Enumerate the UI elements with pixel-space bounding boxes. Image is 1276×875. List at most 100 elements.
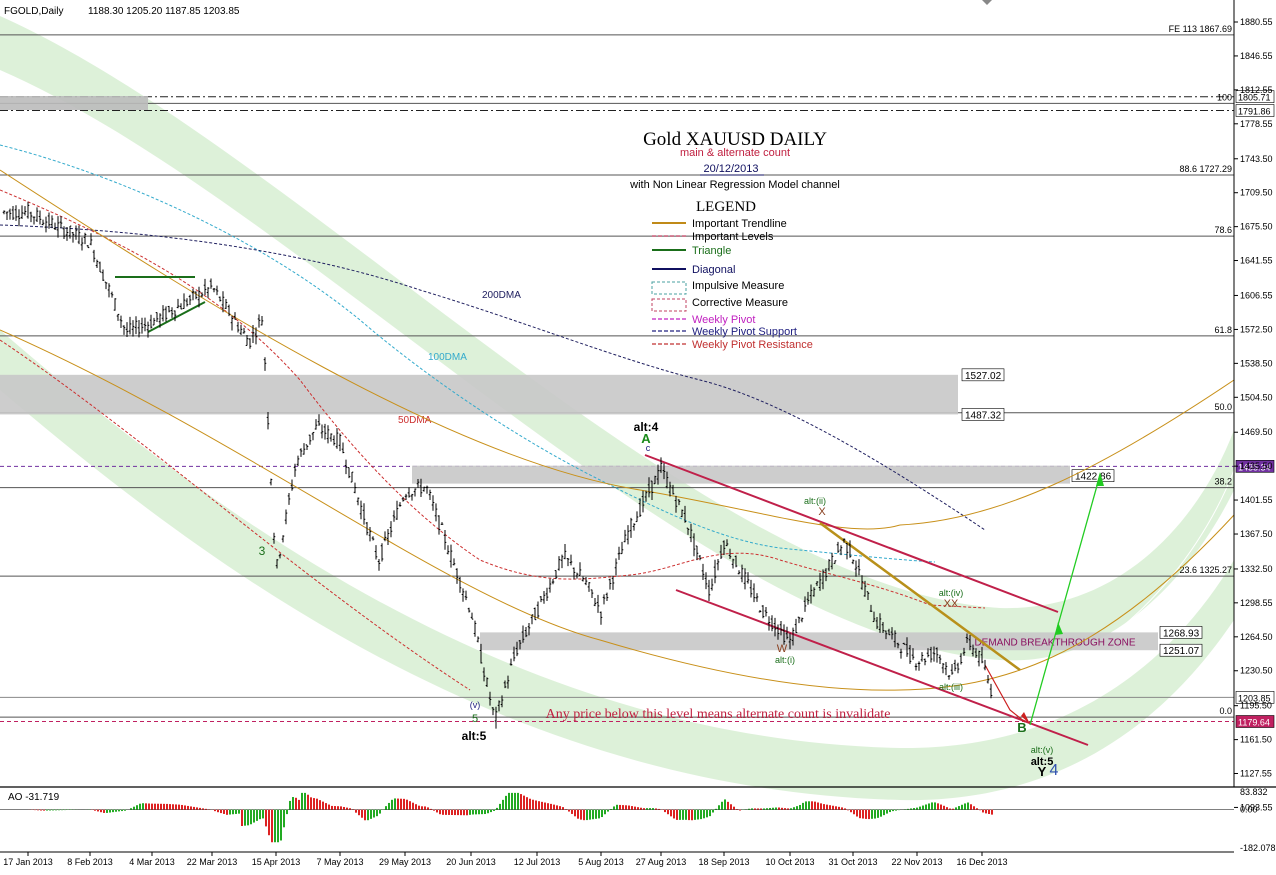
- y-tick-label: 1572.50: [1240, 324, 1273, 334]
- y-tick-label: 1538.50: [1240, 358, 1273, 368]
- ao-tick-label: 0.00: [1240, 805, 1258, 815]
- y-tick-label: 1093.55: [1240, 802, 1273, 812]
- y-tick-label: 1504.50: [1240, 392, 1273, 402]
- legend-label: Corrective Measure: [692, 297, 788, 309]
- y-tick-label: 1401.55: [1240, 495, 1273, 505]
- level-label: 1435.34: [1238, 462, 1271, 472]
- x-tick-label: 5 Aug 2013: [578, 857, 624, 867]
- x-tick-label: 10 Oct 2013: [765, 857, 814, 867]
- zone-bottom-box: [1159, 643, 1203, 657]
- wave-label: alt:(i): [775, 655, 795, 665]
- channel-upper: [644, 454, 1059, 613]
- x-tick-label: 17 Jan 2013: [3, 857, 53, 867]
- y-tick-label: 1264.50: [1240, 632, 1273, 642]
- triangle-line: [147, 301, 206, 333]
- y-tick-label: 1298.55: [1240, 598, 1273, 608]
- wave-label: alt:4: [634, 420, 659, 434]
- zone-top-box: [961, 368, 1005, 382]
- ma-label: 50DMA: [398, 415, 432, 426]
- ma-label: 100DMA: [428, 352, 467, 363]
- level-label: 50.0: [1214, 402, 1232, 412]
- regression-band-midline: [0, 159, 1235, 691]
- wave-label: 4: [1050, 762, 1059, 779]
- wave-label: 3: [259, 544, 266, 558]
- projection-down-arrowhead: [1021, 712, 1030, 724]
- y-tick-label: 1367.50: [1240, 529, 1273, 539]
- projection-up-arrow: [1057, 474, 1101, 626]
- legend-title: LEGEND: [696, 199, 756, 215]
- wave-label: (v): [470, 700, 481, 710]
- legend-swatch: [651, 281, 687, 295]
- ohlc-label: 1188.30 1205.20 1187.85 1203.85: [88, 6, 240, 17]
- projection-up-arrowhead: [1055, 622, 1063, 635]
- y-tick-label: 1880.55: [1240, 17, 1273, 27]
- regression-band-upper: [0, 16, 1234, 661]
- important-trendline: [0, 169, 901, 530]
- wave-label: c: [646, 443, 651, 453]
- zone-rect: [412, 465, 1070, 484]
- zone-top-label: 1268.93: [1163, 628, 1200, 639]
- x-tick-label: 27 Aug 2013: [636, 857, 687, 867]
- y-tick-label: 1161.50: [1240, 735, 1272, 745]
- level-box: [1235, 715, 1275, 728]
- wave-label: B: [1017, 720, 1026, 735]
- y-tick-label: 1127.55: [1240, 768, 1272, 778]
- legend-swatch: [651, 298, 687, 312]
- diagonal-trendline: [819, 521, 1021, 672]
- level-label: 61.8: [1214, 325, 1232, 335]
- projection-down-arrow: [984, 664, 1026, 723]
- x-tick-label: 12 Jul 2013: [514, 857, 561, 867]
- level-label: 100: [1217, 92, 1232, 102]
- ma-label: 200DMA: [482, 290, 521, 301]
- ma-line: [0, 189, 986, 609]
- projection-up-arrow: [1029, 624, 1059, 726]
- y-tick-label: 1641.55: [1240, 256, 1273, 266]
- regression-band-lower: [0, 330, 1234, 801]
- invalidation-note: Any price below this level means alterna…: [546, 707, 891, 722]
- important-trendline: [0, 329, 1235, 691]
- x-tick-label: 16 Dec 2013: [956, 857, 1007, 867]
- x-tick-label: 20 Jun 2013: [446, 857, 496, 867]
- y-tick-label: 1469.50: [1240, 427, 1273, 437]
- wave-label: alt:5: [462, 729, 487, 743]
- level-label: 78.6: [1214, 225, 1232, 235]
- wave-label: alt:5: [1031, 756, 1054, 768]
- zone-rect: [0, 374, 958, 415]
- legend-label: Triangle: [692, 245, 731, 257]
- x-tick-label: 7 May 2013: [316, 857, 363, 867]
- small-zone: [0, 96, 148, 110]
- important-trendline: [899, 379, 1235, 526]
- level-label: 1203.85: [1238, 693, 1271, 703]
- x-tick-label: 31 Oct 2013: [828, 857, 877, 867]
- chart-subtitle: main & alternate count: [680, 147, 790, 159]
- legend-label: Impulsive Measure: [692, 280, 784, 292]
- zone-label: DEMAND BREAKTHROUGH ZONE: [974, 637, 1135, 648]
- zone-top-box: [1159, 626, 1203, 639]
- x-tick-label: 22 Nov 2013: [891, 857, 942, 867]
- wave-label: XX: [944, 598, 959, 610]
- y-tick-label: 1709.50: [1240, 188, 1273, 198]
- y-tick-label: 1195.50: [1240, 701, 1272, 711]
- important-level-line: [0, 339, 471, 691]
- legend-label: Weekly Pivot Resistance: [692, 339, 813, 351]
- projection-up-arrowhead: [1096, 472, 1104, 486]
- level-label: 1179.64: [1238, 718, 1270, 728]
- legend-label: Diagonal: [692, 264, 735, 276]
- x-tick-label: 29 May 2013: [379, 857, 431, 867]
- y-tick-label: 1675.50: [1240, 222, 1273, 232]
- y-tick-label: 1846.55: [1240, 51, 1273, 61]
- x-tick-label: 8 Feb 2013: [67, 857, 113, 867]
- zone-bottom-box: [961, 408, 1005, 421]
- wave-label: alt:(iv): [939, 588, 964, 598]
- zone-bottom-label: 1487.32: [965, 410, 1002, 421]
- wave-label: alt:(v): [1031, 745, 1054, 755]
- level-box: [1235, 691, 1275, 704]
- y-tick-label: 1332.50: [1240, 564, 1273, 574]
- channel-lower: [675, 589, 1089, 746]
- chart-model: with Non Linear Regression Model channel: [629, 179, 840, 191]
- level-label: 1805.71: [1238, 93, 1271, 103]
- level-label: 0.0: [1219, 706, 1232, 716]
- legend-label: Weekly Pivot: [692, 314, 755, 326]
